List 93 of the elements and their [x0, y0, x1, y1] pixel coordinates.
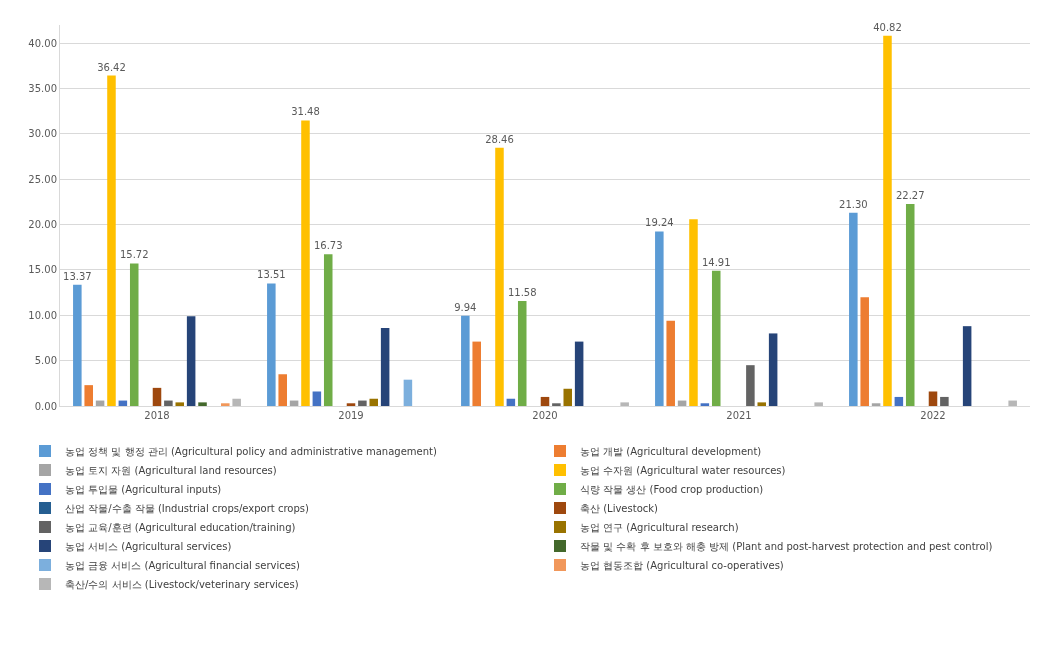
- bar: [369, 398, 379, 406]
- bar: [403, 379, 413, 406]
- legend-label: 농업 개발 (Agricultural development): [580, 445, 762, 457]
- data-label: 16.73: [313, 240, 343, 252]
- bar: [506, 398, 516, 406]
- data-label: 21.30: [839, 198, 868, 210]
- bar: [312, 391, 322, 406]
- bar: [84, 385, 93, 406]
- data-label: 22.27: [895, 189, 925, 201]
- bar: [689, 219, 698, 406]
- bar: [301, 120, 310, 406]
- bar: [129, 263, 139, 406]
- bar: [746, 365, 755, 406]
- bar: [221, 403, 230, 406]
- legend-label: 농업 금융 서비스 (Agricultural financial services): [65, 559, 301, 571]
- bar: [860, 297, 869, 406]
- bar: [107, 75, 116, 406]
- bar: [73, 284, 82, 406]
- legend-label: 농업 협동조합 (Agricultural co-operatives): [580, 559, 784, 571]
- bar: [552, 403, 561, 406]
- legend-label: 작물 및 수확 후 보호와 해충 방제 (Plant and post-harvest protection and pest control): [580, 540, 993, 552]
- x-tick-label: 2022: [920, 410, 946, 421]
- bar: [940, 396, 949, 406]
- bar: [186, 316, 196, 406]
- bar: [232, 398, 241, 406]
- bar: [620, 402, 629, 406]
- bar: [768, 333, 778, 406]
- bar: [894, 396, 904, 406]
- legend-label: 축산/수의 서비스 (Livestock/veterinary services): [65, 578, 299, 590]
- legend-label: 축산 (Livestock): [580, 502, 659, 514]
- data-label: 31.48: [291, 106, 320, 118]
- legend-label: 농업 투입물 (Agricultural inputs): [65, 483, 222, 495]
- legend-label: 농업 교육/훈련 (Agricultural education/training): [65, 521, 296, 533]
- bar: [905, 203, 915, 406]
- bar: [472, 341, 481, 406]
- bar: [461, 315, 470, 406]
- data-label: 36.42: [97, 61, 126, 73]
- bar: [574, 341, 584, 406]
- bar: [928, 391, 938, 406]
- x-tick-label: 2018: [144, 410, 170, 421]
- y-tick-label: 5.00: [34, 355, 57, 367]
- x-tick-label: 2021: [726, 410, 752, 421]
- y-tick-label: 0.00: [34, 400, 57, 412]
- bar: [495, 147, 504, 406]
- y-tick-label: 25.00: [28, 173, 57, 185]
- bar: [267, 283, 276, 406]
- bar: [152, 387, 162, 406]
- bar: [1008, 400, 1017, 406]
- bar: [517, 300, 527, 406]
- data-label: 19.24: [645, 217, 674, 229]
- legend-label: 농업 연구 (Agricultural research): [580, 521, 739, 533]
- bar: [962, 326, 972, 406]
- y-tick-label: 20.00: [28, 219, 57, 231]
- data-label: 15.72: [119, 249, 149, 261]
- data-label: 28.46: [485, 133, 514, 145]
- bar: [883, 35, 892, 406]
- bar: [278, 374, 287, 406]
- bar: [655, 231, 664, 406]
- legend-label: 식량 작물 생산 (Food crop production): [580, 483, 764, 495]
- y-tick-label: 15.00: [28, 264, 57, 276]
- data-label: 14.91: [701, 256, 731, 268]
- data-label: 9.94: [454, 301, 477, 313]
- y-tick-label: 30.00: [28, 128, 57, 140]
- bar: [380, 327, 390, 406]
- y-tick-label: 40.00: [28, 37, 57, 49]
- bar: [563, 388, 573, 406]
- y-tick-label: 35.00: [28, 83, 57, 94]
- bar: [814, 402, 823, 406]
- bar: [711, 270, 721, 406]
- bar: [757, 402, 767, 406]
- legend-label: 농업 토지 자원 (Agricultural land resources): [65, 464, 277, 476]
- legend-label: 농업 정책 및 행정 관리 (Agricultural policy and administrative management): [65, 445, 437, 457]
- bar: [849, 212, 858, 406]
- legend-label: 농업 서비스 (Agricultural services): [65, 540, 232, 552]
- bar: [198, 402, 207, 406]
- legend-label: 산업 작물/수출 작물 (Industrial crops/export crops): [65, 502, 309, 514]
- bar: [346, 403, 356, 406]
- bar: [666, 320, 675, 406]
- bar: [164, 400, 173, 406]
- legend-label: 농업 수자원 (Agricultural water resources): [580, 464, 786, 476]
- data-label: 11.58: [507, 286, 537, 298]
- bar: [358, 400, 367, 406]
- x-tick-label: 2020: [532, 410, 558, 421]
- y-tick-label: 10.00: [28, 309, 57, 321]
- data-label: 13.37: [63, 270, 92, 282]
- bar: [700, 403, 710, 406]
- bar: [175, 402, 185, 406]
- bar: [540, 396, 550, 406]
- data-label: 13.51: [257, 269, 286, 281]
- bar: [323, 254, 333, 406]
- bar: [871, 403, 881, 406]
- data-label: 40.82: [873, 21, 902, 33]
- x-tick-label: 2019: [338, 410, 364, 421]
